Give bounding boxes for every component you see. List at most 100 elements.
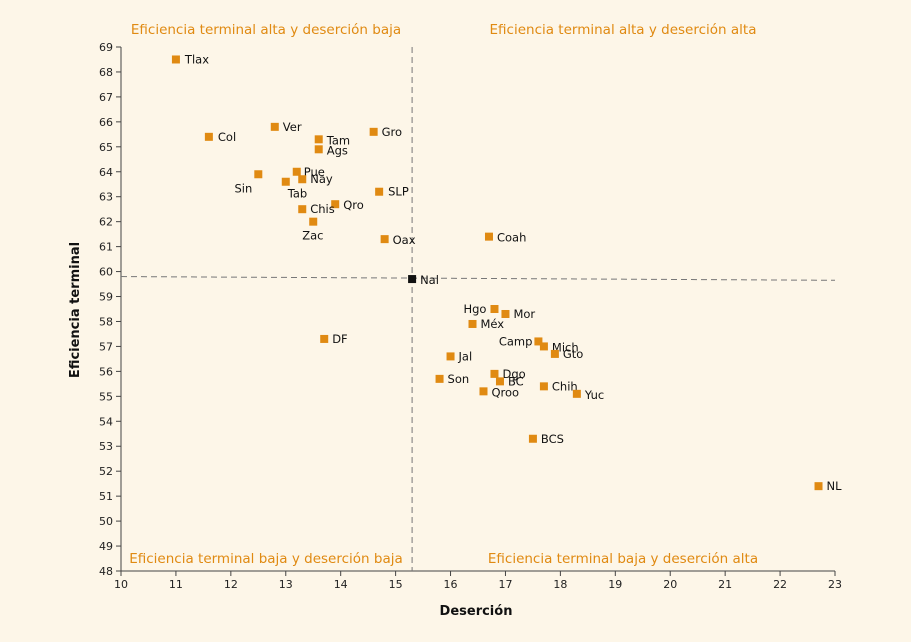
- point-label-pue: Pue: [304, 165, 325, 179]
- point-marker-col: [204, 132, 213, 141]
- y-tick-label: 50: [99, 515, 113, 528]
- point-label-tlax: Tlax: [184, 52, 209, 66]
- point-label-gto: Gto: [563, 347, 583, 361]
- point-label-nay: Nay: [310, 172, 333, 186]
- point-marker-jal: [446, 352, 455, 361]
- quadrant-label-bottom-left: Eficiencia terminal baja y deserción baj…: [129, 551, 403, 567]
- point-marker-nay: [298, 175, 307, 184]
- quadrant-label-top-left: Eficiencia terminal alta y deserción baj…: [131, 22, 401, 38]
- point-label-bcs: BCS: [541, 432, 564, 446]
- axes: 48 49 50 51 52 53 54 55 56 57 58 59 60 61 62 63 64 65 66 67…: [99, 41, 842, 591]
- point-label-mor: Mor: [513, 307, 535, 321]
- point-label-bc: BC: [508, 374, 524, 388]
- point-marker-tab: [281, 177, 290, 186]
- point-label-qroo: Qroo: [491, 385, 519, 399]
- point-marker-qroo: [479, 387, 488, 396]
- y-tick-label: 51: [99, 490, 113, 503]
- y-tick-label: 69: [99, 41, 113, 54]
- point-marker-bc: [495, 377, 504, 386]
- x-tick-label: 20: [663, 578, 677, 591]
- y-tick-label: 63: [99, 191, 113, 204]
- point-label-hgo: Hgo: [463, 302, 486, 316]
- y-tick-label: 49: [99, 540, 113, 553]
- quadrant-label-top-right: Eficiencia terminal alta y deserción alt…: [490, 22, 757, 38]
- point-label-ags: Ags: [327, 143, 348, 157]
- quadrant-labels: Eficiencia terminal alta y deserción baj…: [129, 22, 758, 567]
- point-label-camp: Camp: [499, 334, 533, 348]
- point-label-col: Col: [218, 130, 236, 144]
- y-tick-label: 58: [99, 315, 113, 328]
- point-marker-gto: [550, 349, 559, 358]
- point-marker-son: [435, 374, 444, 383]
- y-tick-label: 56: [99, 365, 113, 378]
- point-marker-df: [320, 334, 329, 343]
- point-label-mx: Méx: [481, 317, 505, 331]
- quadrant-label-bottom-right: Eficiencia terminal baja y deserción alt…: [488, 551, 758, 567]
- y-tick-label: 54: [99, 415, 113, 428]
- y-tick-label: 52: [99, 465, 113, 478]
- x-tick-label: 16: [444, 578, 458, 591]
- point-marker-chis: [298, 205, 307, 214]
- point-label-nl: NL: [827, 479, 843, 493]
- point-marker-mich: [539, 342, 548, 351]
- y-tick-label: 60: [99, 266, 113, 279]
- x-axis-title: Deserción: [440, 604, 513, 619]
- x-tick-label: 14: [334, 578, 348, 591]
- y-tick-label: 53: [99, 440, 113, 453]
- x-tick-label: 23: [828, 578, 842, 591]
- point-label-tam: Tam: [326, 133, 350, 147]
- point-marker-bcs: [528, 434, 537, 443]
- point-marker-slp: [375, 187, 384, 196]
- point-label-ver: Ver: [283, 120, 302, 134]
- point-label-tab: Tab: [287, 187, 307, 201]
- point-label-gro: Gro: [382, 125, 402, 139]
- point-marker-oax: [380, 235, 389, 244]
- point-label-nal: Nal: [420, 273, 439, 287]
- point-marker-yuc: [572, 389, 581, 398]
- point-marker-hgo: [490, 305, 499, 313]
- point-marker-gro: [369, 127, 378, 136]
- x-tick-label: 19: [608, 578, 622, 591]
- y-tick-label: 68: [99, 66, 113, 79]
- point-marker-camp: [534, 337, 543, 346]
- point-marker-ver: [270, 122, 279, 131]
- point-marker-ags: [314, 145, 323, 154]
- point-label-coah: Coah: [497, 231, 526, 245]
- y-tick-label: 57: [99, 340, 113, 353]
- point-marker-coah: [484, 232, 493, 241]
- y-tick-label: 65: [99, 141, 113, 154]
- point-label-yuc: Yuc: [584, 388, 604, 402]
- x-tick-label: 15: [389, 578, 403, 591]
- point-label-chih: Chih: [552, 379, 578, 393]
- horizontal-reference-line: [120, 276, 836, 281]
- point-label-dgo: Dgo: [502, 367, 525, 381]
- y-tick-label: 64: [99, 166, 113, 179]
- y-tick-label: 59: [99, 291, 113, 304]
- point-marker-nal: [408, 275, 417, 284]
- point-marker-tam: [314, 135, 323, 144]
- point-label-zac: Zac: [302, 229, 323, 243]
- y-tick-label: 55: [99, 390, 113, 403]
- x-tick-label: 13: [279, 578, 293, 591]
- point-marker-mx: [468, 319, 477, 328]
- x-tick-label: 11: [169, 578, 183, 591]
- point-marker-tlax: [171, 55, 180, 64]
- point-label-sin: Sin: [235, 181, 253, 195]
- reference-lines: [120, 47, 836, 571]
- x-tick-label: 10: [114, 578, 128, 591]
- point-marker-pue: [292, 167, 301, 176]
- y-tick-label: 61: [99, 241, 113, 254]
- point-marker-qro: [331, 200, 340, 209]
- point-label-oax: Oax: [393, 233, 416, 247]
- point-label-jal: Jal: [458, 349, 473, 363]
- x-tick-label: 21: [718, 578, 732, 591]
- y-tick-label: 48: [99, 565, 113, 578]
- x-tick-label: 18: [553, 578, 567, 591]
- point-label-df: DF: [332, 332, 347, 346]
- point-marker-chih: [539, 382, 548, 391]
- y-axis-title: Eficiencia terminal: [68, 242, 83, 378]
- point-label-qro: Qro: [343, 198, 364, 212]
- point-label-slp: SLP: [388, 185, 409, 199]
- point-label-son: Son: [448, 372, 470, 386]
